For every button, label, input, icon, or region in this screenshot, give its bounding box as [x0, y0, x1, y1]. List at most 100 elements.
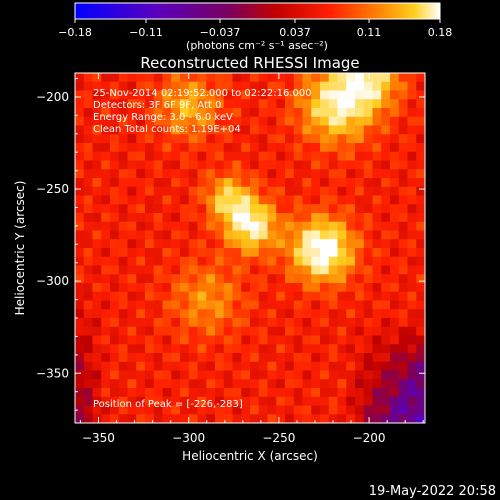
- heatmap-cell: [328, 256, 338, 266]
- heatmap-cell: [407, 160, 417, 170]
- heatmap-cell: [372, 414, 382, 424]
- heatmap-cell: [355, 116, 365, 126]
- heatmap-cell: [223, 90, 233, 100]
- heatmap-cell: [416, 151, 426, 161]
- heatmap-cell: [293, 204, 303, 214]
- heatmap-cell: [110, 73, 120, 83]
- heatmap-cell: [390, 379, 400, 389]
- colorbar-tick-label: 0.18: [428, 26, 453, 39]
- heatmap-cell: [75, 265, 85, 275]
- heatmap-cell: [101, 230, 111, 240]
- heatmap-cell: [407, 178, 417, 188]
- heatmap-cell: [223, 108, 233, 118]
- heatmap-cell: [92, 134, 102, 144]
- heatmap-cell: [346, 265, 356, 275]
- heatmap-cell: [232, 256, 242, 266]
- heatmap-cell: [398, 178, 408, 188]
- heatmap-cell: [372, 265, 382, 275]
- heatmap-cell: [92, 204, 102, 214]
- heatmap-cell: [328, 151, 338, 161]
- heatmap-cell: [241, 353, 251, 363]
- heatmap-cell: [337, 99, 347, 109]
- heatmap-cell: [223, 239, 233, 249]
- heatmap-cell: [416, 274, 426, 284]
- heatmap-cell: [153, 178, 163, 188]
- heatmap-cell: [232, 90, 242, 100]
- heatmap-cell: [145, 291, 155, 301]
- heatmap-cell: [381, 204, 391, 214]
- heatmap-cell: [355, 300, 365, 310]
- heatmap-cell: [285, 213, 295, 223]
- heatmap-cell: [372, 309, 382, 319]
- heatmap-cell: [258, 248, 268, 258]
- heatmap-cell: [101, 116, 111, 126]
- colorbar: −0.18 −0.11 −0.037 0.037 0.11 0.18 (photons c…: [58, 2, 453, 52]
- heatmap-cell: [258, 116, 268, 126]
- heatmap-cell: [180, 239, 190, 249]
- heatmap-cell: [407, 143, 417, 153]
- heatmap-cell: [293, 283, 303, 293]
- heatmap-cell: [127, 160, 137, 170]
- heatmap-cell: [258, 230, 268, 240]
- heatmap-cell: [372, 178, 382, 188]
- heatmap-cell: [416, 283, 426, 293]
- heatmap-cell: [372, 388, 382, 398]
- heatmap-cell: [407, 90, 417, 100]
- heatmap-cell: [171, 221, 181, 231]
- heatmap-cell: [337, 90, 347, 100]
- heatmap-cell: [390, 143, 400, 153]
- heatmap-cell: [118, 99, 128, 109]
- heatmap-cell: [180, 178, 190, 188]
- heatmap-cell: [153, 344, 163, 354]
- heatmap-cell: [145, 151, 155, 161]
- heatmap-cell: [372, 318, 382, 328]
- heatmap-cell: [285, 169, 295, 179]
- heatmap-cell: [171, 318, 181, 328]
- heatmap-cell: [83, 239, 93, 249]
- heatmap-cell: [153, 230, 163, 240]
- heatmap-cell: [346, 291, 356, 301]
- heatmap-cell: [162, 361, 172, 371]
- heatmap-cell: [381, 213, 391, 223]
- heatmap-cell: [250, 335, 260, 345]
- heatmap-cell: [258, 73, 268, 83]
- heatmap-cell: [118, 204, 128, 214]
- heatmap-cell: [118, 160, 128, 170]
- heatmap-cell: [363, 239, 373, 249]
- heatmap-cell: [363, 379, 373, 389]
- heatmap-cell: [302, 326, 312, 336]
- heatmap-cell: [188, 221, 198, 231]
- heatmap-cell: [118, 186, 128, 196]
- heatmap-cell: [258, 186, 268, 196]
- heatmap-cell: [267, 178, 277, 188]
- heatmap-cell: [390, 396, 400, 406]
- heatmap-cell: [407, 326, 417, 336]
- heatmap-cell: [355, 405, 365, 415]
- heatmap-cell: [206, 239, 216, 249]
- heatmap-cell: [188, 239, 198, 249]
- heatmap-cell: [241, 108, 251, 118]
- heatmap-cell: [118, 414, 128, 424]
- heatmap-cell: [153, 90, 163, 100]
- heatmap-cell: [180, 160, 190, 170]
- heatmap-cell: [92, 318, 102, 328]
- heatmap-cell: [188, 248, 198, 258]
- heatmap-cell: [398, 81, 408, 91]
- heatmap-cell: [206, 248, 216, 258]
- heatmap-cell: [153, 265, 163, 275]
- heatmap-cell: [320, 370, 330, 380]
- heatmap-cell: [153, 335, 163, 345]
- heatmap-cell: [206, 405, 216, 415]
- heatmap-cell: [188, 160, 198, 170]
- heatmap-cell: [372, 344, 382, 354]
- heatmap-cell: [276, 186, 286, 196]
- heatmap-cell: [302, 239, 312, 249]
- heatmap-cell: [188, 274, 198, 284]
- heatmap-cell: [145, 230, 155, 240]
- heatmap-cell: [171, 195, 181, 205]
- heatmap-cell: [276, 239, 286, 249]
- heatmap-cell: [363, 134, 373, 144]
- heatmap-cell: [381, 335, 391, 345]
- heatmap-cell: [258, 370, 268, 380]
- heatmap-cell: [127, 90, 137, 100]
